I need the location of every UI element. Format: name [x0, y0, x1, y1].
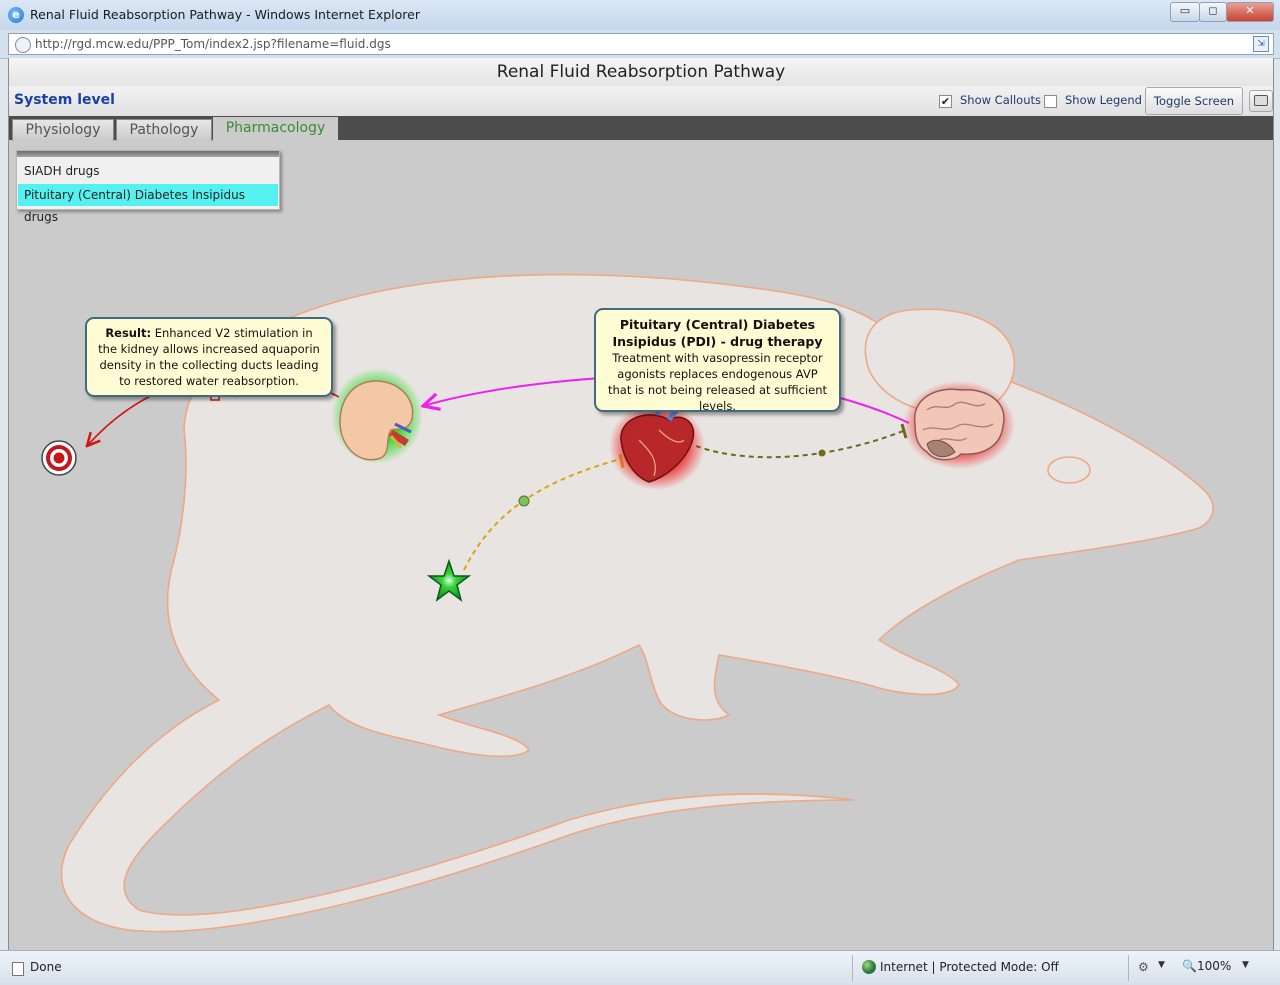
toolbar: System level ✔ Show Callouts Show Legend…	[9, 86, 1273, 116]
link-midpoint-dot	[518, 495, 530, 507]
window-titlebar: e Renal Fluid Reabsorption Pathway - Win…	[0, 0, 1280, 31]
drug-list-panel: SIADH drugs Pituitary (Central) Diabetes…	[16, 150, 280, 224]
status-divider	[1128, 955, 1129, 981]
page-done-icon	[12, 962, 24, 976]
printer-icon	[1254, 95, 1268, 106]
pathway-diagram	[41, 273, 1214, 933]
kidney-icon[interactable]	[331, 368, 423, 464]
system-level-label: System level	[14, 92, 115, 108]
address-field[interactable]: http://rgd.mcw.edu/PPP_Tom/index2.jsp?fi…	[8, 33, 1274, 55]
address-url[interactable]: http://rgd.mcw.edu/PPP_Tom/index2.jsp?fi…	[35, 37, 391, 51]
drug-list-item-siadh[interactable]: SIADH drugs	[24, 164, 100, 178]
pdi-callout-text: Treatment with vasopressin receptor agon…	[607, 351, 828, 413]
target-icon[interactable]	[41, 440, 77, 476]
tab-strip: Physiology Pathology Pharmacology	[9, 116, 1273, 141]
protected-mode-icon[interactable]: ⚙	[1138, 960, 1149, 974]
zoom-level[interactable]: 100%	[1197, 959, 1232, 973]
zoom-icon[interactable]: 🔍	[1182, 959, 1197, 973]
heart-brain-link	[695, 429, 907, 459]
minimize-button[interactable]: ▭	[1170, 2, 1200, 22]
show-legend-checkbox[interactable]	[1044, 95, 1057, 108]
pdi-callout: Pituitary (Central) Diabetes Insipidus (…	[594, 308, 841, 413]
result-callout: Result: Enhanced V2 stimulation in the k…	[85, 317, 333, 397]
show-callouts-label[interactable]: Show Callouts	[960, 93, 1041, 107]
page-icon	[15, 37, 31, 53]
address-bar: http://rgd.mcw.edu/PPP_Tom/index2.jsp?fi…	[0, 30, 1280, 59]
heart-icon[interactable]	[609, 398, 705, 490]
chevron-down-icon[interactable]: ▼	[1242, 960, 1249, 970]
status-bar: Done Internet | Protected Mode: Off ⚙ ▼ …	[0, 950, 1280, 985]
print-button[interactable]	[1249, 90, 1273, 112]
app-header: Renal Fluid Reabsorption Pathway	[9, 58, 1273, 87]
drug-star-icon[interactable]	[426, 558, 472, 602]
pathway-app: Renal Fluid Reabsorption Pathway System …	[8, 58, 1274, 950]
result-callout-label: Result:	[105, 326, 152, 340]
star-heart-link	[463, 459, 618, 571]
tab-physiology[interactable]: Physiology	[12, 119, 114, 141]
drug-list-header	[17, 151, 279, 157]
brain-icon[interactable]	[903, 381, 1015, 469]
pdi-callout-title: Pituitary (Central) Diabetes Insipidus (…	[612, 317, 823, 349]
tab-pharmacology[interactable]: Pharmacology	[213, 117, 338, 141]
page-title: Renal Fluid Reabsorption Pathway	[496, 62, 786, 82]
tab-pathology[interactable]: Pathology	[116, 119, 212, 141]
show-legend-label[interactable]: Show Legend	[1065, 93, 1142, 107]
link-midpoint-dot	[818, 449, 826, 457]
window-title: Renal Fluid Reabsorption Pathway - Windo…	[30, 7, 420, 22]
pathway-canvas: Result: Enhanced V2 stimulation in the k…	[9, 140, 1273, 950]
security-zone-text[interactable]: Internet | Protected Mode: Off	[880, 960, 1059, 974]
status-text: Done	[30, 960, 62, 974]
ie-logo-icon: e	[8, 7, 24, 23]
compatibility-view-icon[interactable]: ⇲	[1253, 36, 1269, 52]
toggle-screen-button[interactable]: Toggle Screen	[1145, 87, 1243, 115]
drug-list-item-pdi[interactable]: Pituitary (Central) Diabetes Insipidus d…	[18, 184, 278, 224]
close-button[interactable]: ✕	[1226, 2, 1274, 22]
result-callout-text: Enhanced V2 stimulation in the kidney al…	[98, 326, 320, 388]
maximize-button[interactable]: ◻	[1199, 2, 1227, 22]
show-callouts-checkbox[interactable]: ✔	[939, 95, 952, 108]
chevron-down-icon[interactable]: ▼	[1158, 960, 1165, 970]
status-divider	[852, 955, 853, 981]
globe-icon	[862, 960, 876, 974]
